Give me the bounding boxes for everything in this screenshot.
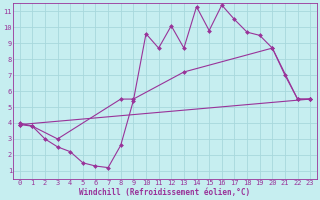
X-axis label: Windchill (Refroidissement éolien,°C): Windchill (Refroidissement éolien,°C) — [79, 188, 251, 197]
